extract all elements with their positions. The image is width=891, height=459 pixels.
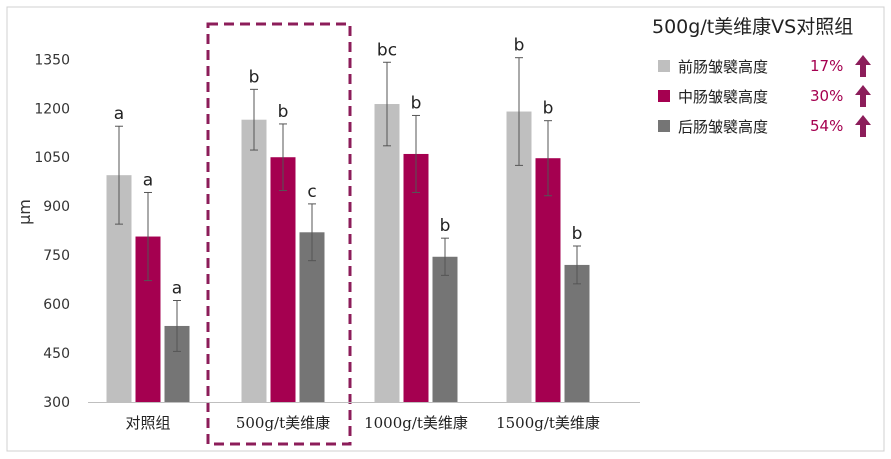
legend-label: 后肠皱襞高度 bbox=[678, 117, 769, 136]
legend-item-hindgut: 后肠皱襞高度 54% bbox=[652, 111, 882, 141]
x-tick-label: 1000g/t美维康 bbox=[364, 414, 468, 432]
significance-label: b bbox=[543, 99, 554, 119]
significance-label: bc bbox=[377, 40, 397, 60]
bar bbox=[374, 104, 400, 402]
legend-item-foregut: 前肠皱襞高度 17% bbox=[652, 51, 882, 81]
legend: 500g/t美维康VS对照组 前肠皱襞高度 17% 中肠皱襞高度 30% 后肠皱… bbox=[652, 12, 882, 141]
significance-label: b bbox=[572, 224, 583, 244]
bar bbox=[432, 256, 458, 402]
legend-label: 中肠皱襞高度 bbox=[678, 87, 769, 106]
x-axis: 对照组 500g/t美维康 1000g/t美维康 1500g/t美维康 bbox=[88, 402, 640, 432]
y-axis-label: μm bbox=[15, 199, 34, 225]
significance-label: a bbox=[143, 170, 153, 190]
y-axis: 300 450 600 750 900 1050 1200 1350 bbox=[34, 52, 70, 411]
y-tick-label: 1050 bbox=[34, 150, 70, 166]
legend-swatch-hindgut bbox=[658, 120, 670, 132]
legend-change-value: 17% bbox=[810, 57, 844, 75]
y-tick-label: 1200 bbox=[34, 101, 70, 117]
significance-label: b bbox=[440, 216, 451, 236]
up-arrow-icon bbox=[855, 85, 871, 107]
legend-label: 前肠皱襞高度 bbox=[678, 57, 769, 76]
bar bbox=[241, 119, 267, 402]
y-tick-label: 900 bbox=[43, 199, 70, 215]
legend-swatch-foregut bbox=[658, 60, 670, 72]
legend-change-value: 54% bbox=[810, 117, 844, 135]
significance-label: a bbox=[114, 104, 124, 124]
significance-label: b bbox=[249, 67, 260, 87]
significance-label: b bbox=[514, 36, 525, 56]
bar bbox=[403, 153, 429, 402]
legend-swatch-midgut bbox=[658, 90, 670, 102]
legend-title: 500g/t美维康VS对照组 bbox=[652, 16, 854, 38]
significance-label: b bbox=[411, 93, 422, 113]
legend-item-midgut: 中肠皱襞高度 30% bbox=[652, 81, 882, 111]
chart-frame bbox=[6, 6, 885, 452]
up-arrow-icon bbox=[855, 55, 871, 77]
significance-label: b bbox=[278, 102, 289, 122]
significance-label: c bbox=[307, 182, 316, 202]
x-tick-label: 1500g/t美维康 bbox=[496, 414, 600, 432]
x-tick-label: 500g/t美维康 bbox=[236, 414, 330, 432]
highlight-box bbox=[206, 22, 352, 446]
y-tick-label: 1350 bbox=[34, 52, 70, 68]
up-arrow-icon bbox=[855, 115, 871, 137]
significance-label: a bbox=[172, 279, 182, 299]
y-tick-label: 600 bbox=[43, 297, 70, 313]
y-tick-label: 300 bbox=[43, 395, 70, 411]
y-tick-label: 750 bbox=[43, 248, 70, 264]
y-tick-label: 450 bbox=[43, 346, 70, 362]
bar bbox=[270, 157, 296, 402]
legend-change-value: 30% bbox=[810, 87, 844, 105]
x-tick-label: 对照组 bbox=[125, 414, 170, 432]
bar bbox=[564, 264, 590, 402]
bar bbox=[535, 158, 561, 402]
